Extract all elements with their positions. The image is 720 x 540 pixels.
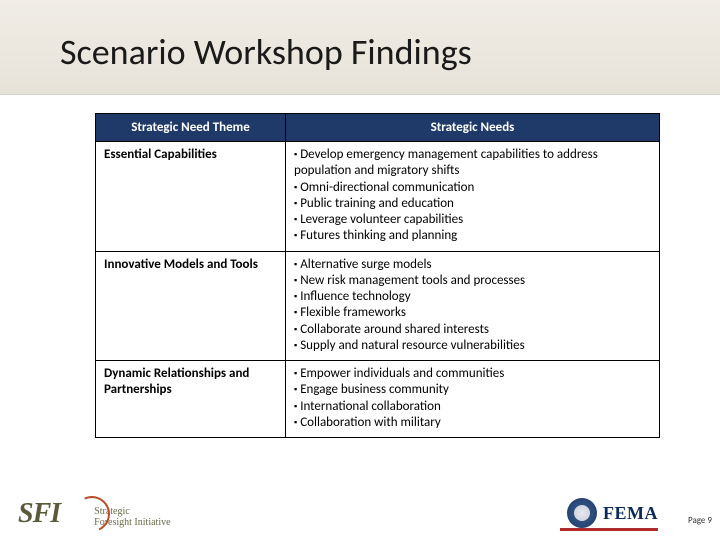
sfi-tagline: Strategic Foresight Initiative xyxy=(94,507,170,528)
need-text: Futures thinking and planning xyxy=(300,228,457,243)
need-item: ▪International collaboration xyxy=(294,399,651,415)
need-item: ▪Alternative surge models xyxy=(294,257,651,273)
need-text: Leverage volunteer capabilities xyxy=(300,212,463,227)
need-text: International collaboration xyxy=(300,399,441,414)
need-text: Engage business community xyxy=(300,382,449,397)
needs-cell: ▪Empower individuals and communities▪Eng… xyxy=(286,361,660,438)
col-header-theme: Strategic Need Theme xyxy=(96,114,286,142)
table-container: Strategic Need Theme Strategic Needs Ess… xyxy=(0,95,720,438)
fema-underline xyxy=(560,528,658,531)
need-item: ▪Collaboration with military xyxy=(294,415,651,431)
need-item: ▪Leverage volunteer capabilities xyxy=(294,212,651,228)
need-text: New risk management tools and processes xyxy=(300,273,525,288)
table-row: Essential Capabilities▪Develop emergency… xyxy=(96,142,660,252)
bullet-icon: ▪ xyxy=(294,214,297,225)
sfi-line2: Foresight Initiative xyxy=(94,518,170,529)
bullet-icon: ▪ xyxy=(294,401,297,412)
fema-seal-icon xyxy=(567,498,597,528)
need-text: Collaboration with military xyxy=(300,415,441,430)
need-item: ▪Futures thinking and planning xyxy=(294,228,651,244)
need-item: ▪Influence technology xyxy=(294,289,651,305)
bullet-icon: ▪ xyxy=(294,182,297,193)
need-item: ▪Public training and education xyxy=(294,196,651,212)
need-item: ▪Omni-directional communication xyxy=(294,180,651,196)
bullet-icon: ▪ xyxy=(294,384,297,395)
table-row: Innovative Models and Tools▪Alternative … xyxy=(96,251,660,361)
fema-text: FEMA xyxy=(603,503,658,524)
bullet-icon: ▪ xyxy=(294,324,297,335)
bullet-icon: ▪ xyxy=(294,198,297,209)
theme-cell: Dynamic Relationships and Partnerships xyxy=(96,361,286,438)
need-item: ▪Flexible frameworks xyxy=(294,305,651,321)
col-header-needs: Strategic Needs xyxy=(286,114,660,142)
bullet-icon: ▪ xyxy=(294,417,297,428)
table-row: Dynamic Relationships and Partnerships▪E… xyxy=(96,361,660,438)
need-text: Influence technology xyxy=(300,289,410,304)
bullet-icon: ▪ xyxy=(294,149,297,160)
need-item: ▪Supply and natural resource vulnerabili… xyxy=(294,338,651,354)
bullet-icon: ▪ xyxy=(294,368,297,379)
theme-cell: Innovative Models and Tools xyxy=(96,251,286,361)
sfi-logo: SFI Strategic Foresight Initiative xyxy=(18,498,171,530)
bullet-icon: ▪ xyxy=(294,307,297,318)
bullet-icon: ▪ xyxy=(294,259,297,270)
footer: SFI Strategic Foresight Initiative FEMA … xyxy=(0,490,720,530)
need-text: Supply and natural resource vulnerabilit… xyxy=(300,338,525,353)
need-item: ▪Empower individuals and communities xyxy=(294,366,651,382)
bullet-icon: ▪ xyxy=(294,230,297,241)
bullet-icon: ▪ xyxy=(294,291,297,302)
need-text: Develop emergency management capabilitie… xyxy=(294,147,598,178)
fema-logo: FEMA xyxy=(567,498,658,528)
need-text: Omni-directional communication xyxy=(300,180,474,195)
theme-cell: Essential Capabilities xyxy=(96,142,286,252)
need-text: Collaborate around shared interests xyxy=(300,322,489,337)
bullet-icon: ▪ xyxy=(294,275,297,286)
page-title: Scenario Workshop Findings xyxy=(60,30,472,74)
title-band: Scenario Workshop Findings xyxy=(0,0,720,95)
need-item: ▪New risk management tools and processes xyxy=(294,273,651,289)
need-item: ▪Engage business community xyxy=(294,382,651,398)
sfi-mark: SFI xyxy=(18,498,60,530)
needs-cell: ▪Alternative surge models▪New risk manag… xyxy=(286,251,660,361)
sfi-line1: Strategic xyxy=(94,507,170,518)
need-text: Alternative surge models xyxy=(300,257,431,272)
bullet-icon: ▪ xyxy=(294,340,297,351)
needs-cell: ▪Develop emergency management capabiliti… xyxy=(286,142,660,252)
need-item: ▪Develop emergency management capabiliti… xyxy=(294,147,651,180)
need-text: Public training and education xyxy=(300,196,454,211)
need-text: Flexible frameworks xyxy=(300,305,406,320)
page-number: Page 9 xyxy=(688,515,712,526)
need-item: ▪Collaborate around shared interests xyxy=(294,322,651,338)
need-text: Empower individuals and communities xyxy=(300,366,504,381)
findings-table: Strategic Need Theme Strategic Needs Ess… xyxy=(95,113,660,438)
